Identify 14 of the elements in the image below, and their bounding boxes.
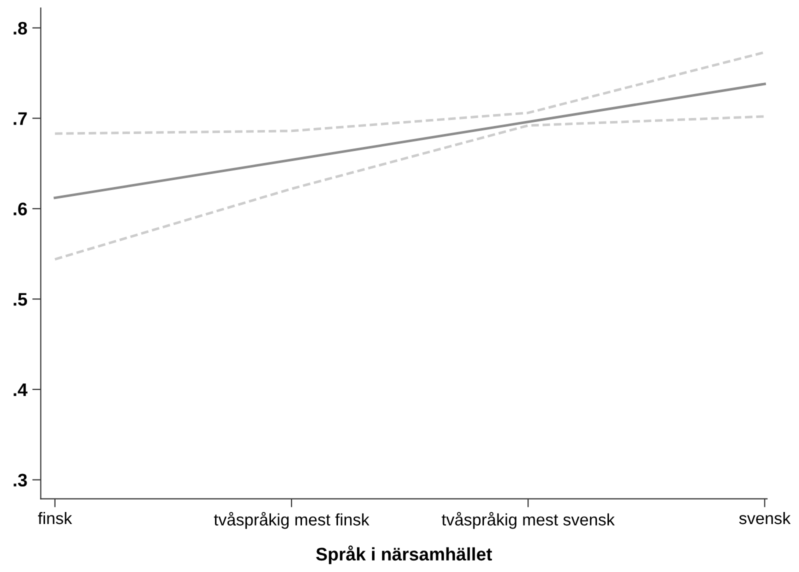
line-series [54, 115, 766, 261]
y-tick-label: .3 [14, 474, 27, 487]
line-series [54, 51, 766, 135]
x-axis-title: Språk i närsamhället [316, 546, 492, 564]
y-tick-label: .6 [14, 202, 27, 216]
y-tick-label: .8 [14, 22, 27, 35]
line-series [54, 82, 766, 200]
x-tick-label: finsk [38, 512, 72, 524]
y-tick-label: .5 [14, 293, 28, 306]
y-tick-label: .4 [14, 384, 28, 396]
y-tick-label: .7 [14, 112, 27, 125]
x-tick-label: svensk [739, 512, 791, 524]
x-tick-label: tvåspråkig mest finsk [214, 512, 370, 529]
x-tick-label: tvåspråkig mest svensk [442, 512, 615, 529]
